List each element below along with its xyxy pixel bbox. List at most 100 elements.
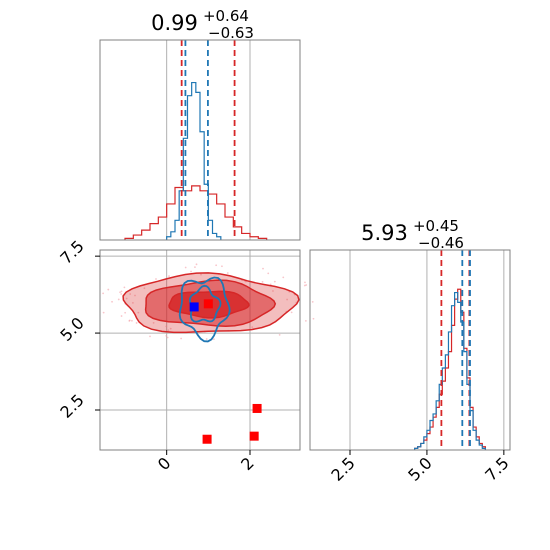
contour-2d-scatter-point (205, 338, 208, 340)
contour-2d-y-tick-label: 7.5 (56, 237, 87, 268)
contour-2d-scatter-point (304, 319, 307, 322)
contour-2d-blue-marker (189, 302, 199, 312)
contour-2d-red-marker (252, 403, 262, 413)
contour-2d-scatter-point (305, 284, 308, 286)
contour-2d-scatter-point (152, 321, 155, 324)
contour-2d-scatter-point (303, 284, 306, 287)
contour-2d-gridlines (100, 250, 300, 450)
contour-2d-scatter-point (215, 264, 218, 267)
contour-2d-scatter-point (221, 265, 223, 268)
histogram-param1-frame (99, 39, 301, 241)
contour-2d-x-tick-label: 2 (237, 453, 258, 474)
contour-2d-scatter-point (261, 280, 264, 283)
contour-2d-scatter-point (251, 326, 254, 329)
contour-2d-y-tick-label: 5.0 (56, 313, 87, 344)
contour-2d-scatter-point (120, 293, 123, 295)
contour-2d-scatter-point (132, 301, 134, 304)
histogram-param1-title-upper-error: +0.64 (203, 7, 249, 25)
histogram-param1-series (124, 81, 268, 240)
histogram-param1-panel: 0.99 +0.64 −0.63 (99, 7, 301, 241)
histogram-param2-x-tick-label: 2.5 (327, 453, 358, 484)
contour-2d-x-tick-label: 0 (154, 453, 175, 474)
histogram-param2-title: 5.93 +0.45 (361, 217, 459, 245)
contour-2d-scatter-point (180, 337, 183, 340)
contour-2d-red-marker (203, 299, 213, 309)
contour-2d-scatter-point (213, 338, 215, 341)
contour-2d-scatter-point (169, 327, 172, 330)
contour-2d-red-marker (249, 431, 259, 441)
histogram-param2-frame (309, 249, 511, 451)
contour-2d-scatter-point (134, 294, 136, 297)
contour-2d-frame (99, 249, 301, 451)
contour-2d-scatter-point (131, 319, 133, 322)
histogram-param2-panel: 2.5 5.0 7.5 5.93 +0.45 −0.46 (309, 217, 513, 485)
contour-2d-scatter-point (102, 292, 105, 295)
contour-2d-red-marker (202, 434, 212, 444)
contour-2d-scatter-point (269, 283, 272, 286)
contour-2d-scatter-point (124, 311, 127, 314)
contour-2d-scatter-point (286, 298, 289, 301)
contour-2d-scatter-point (137, 311, 140, 314)
contour-2d-scatter-point (128, 320, 131, 322)
contour-2d-scatter-point (267, 272, 270, 275)
contour-2d-scatter-point (125, 297, 128, 300)
contour-2d-scatter-point (184, 266, 187, 269)
histogram-param1-title-lower-error: −0.63 (208, 24, 254, 42)
contour-2d-y-ticks: 2.5 5.0 7.5 (56, 237, 100, 422)
histogram-param2-gridlines (349, 250, 505, 450)
contour-2d-markers (189, 299, 262, 444)
contour-2d-scatter-point (111, 300, 113, 303)
histogram-param2-blue-histogram (414, 291, 486, 450)
histogram-param2-x-tick-label: 5.0 (404, 453, 435, 484)
contour-2d-scatter-point (123, 286, 126, 289)
contour-2d-scatter-point (168, 275, 170, 277)
histogram-param2-x-tick-label: 7.5 (481, 453, 512, 484)
histogram-param2-red-histogram (414, 288, 486, 450)
histogram-param1-blue-histogram (166, 81, 222, 240)
contour-2d-scatter-point (107, 288, 110, 291)
contour-2d-scatter-point (195, 263, 198, 266)
contour-2d-scatter-point (194, 266, 196, 269)
contour-2d-scatter-point (117, 298, 120, 301)
contour-2d-scatter-point (290, 311, 293, 314)
histogram-param2-title-value: 5.93 (361, 221, 408, 245)
histogram-param2-series (414, 288, 486, 450)
contour-2d-scatter-point (120, 290, 123, 293)
histogram-param1-title-value: 0.99 (151, 11, 198, 35)
contour-2d-scatter-point (262, 267, 264, 270)
contour-2d-blue-contour (178, 276, 231, 343)
histogram-param2-x-ticks: 2.5 5.0 7.5 (327, 450, 513, 485)
contour-2d-scatter-point (200, 273, 202, 276)
contour-2d-scatter-point (190, 270, 192, 273)
contour-2d-scatter-point (143, 287, 146, 290)
contour-2d-scatter-point (135, 322, 138, 324)
contour-2d-scatter-point (304, 281, 306, 284)
histogram-param1-title: 0.99 +0.64 (151, 7, 249, 35)
contour-2d-scatter-point (273, 280, 276, 283)
contour-2d-scatter-point (119, 291, 121, 294)
histogram-param1-red-histogram (124, 185, 268, 240)
contour-2d-scatter-point (102, 311, 105, 314)
contour-2d-scatter-point (166, 336, 169, 339)
contour-2d-scatter-point (120, 315, 123, 317)
contour-2d-scatter-point (312, 317, 315, 320)
histogram-param2-title-lower-error: −0.46 (418, 234, 464, 252)
contour-2d-scatter-point (165, 325, 168, 328)
histogram-param1-quantile-lines (180, 40, 236, 240)
contour-2d-scatter-point (129, 293, 132, 295)
contour-2d-scatter-point (226, 272, 229, 274)
contour-2d-scatter-point (155, 278, 157, 280)
contour-2d-scatter-point (278, 333, 281, 336)
contour-2d-scatter-point (165, 334, 168, 337)
contour-2d-scatter-point (167, 329, 170, 332)
contour-2d-y-tick-label: 2.5 (56, 390, 87, 421)
histogram-param2-title-upper-error: +0.45 (413, 217, 459, 235)
contour-2d-scatter-point (282, 276, 285, 279)
histogram-param2-quantile-lines (440, 250, 471, 450)
contour-2d-scatter-point (272, 290, 274, 292)
contour-2d-scatter-point (311, 300, 314, 303)
contour-2d-scatter-point (149, 335, 151, 338)
